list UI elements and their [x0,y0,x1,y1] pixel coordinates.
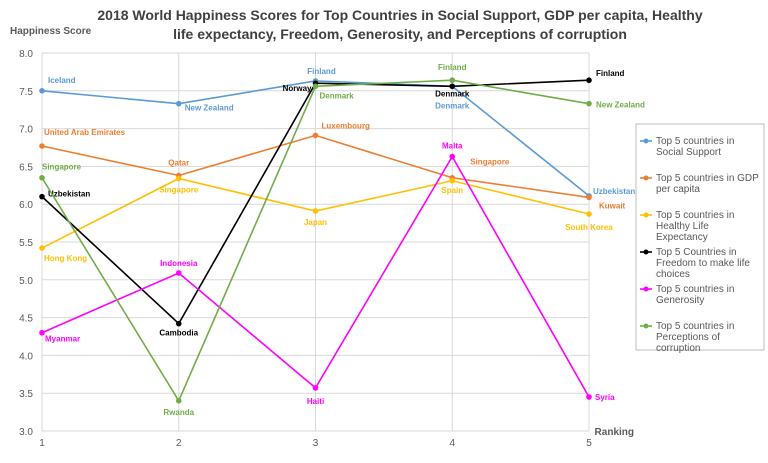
data-point [39,193,45,200]
x-tick-label: 1 [39,438,45,449]
data-point [175,320,182,327]
data-point [449,83,456,90]
data-label: Cambodia [159,329,198,338]
y-tick-label: 8.0 [19,49,33,60]
data-label: Rwanda [163,408,194,417]
data-label: Qatar [168,158,189,167]
data-point [175,270,182,276]
x-axis-label: Ranking [595,427,634,438]
x-tick-label: 4 [449,438,455,449]
data-point [586,77,592,84]
data-label: Denmark [435,89,470,98]
y-tick-label: 5.5 [19,238,33,249]
data-point [39,329,45,336]
legend-marker [643,138,649,144]
y-tick-label: 6.5 [19,162,33,173]
y-tick-label: 4.0 [19,351,33,362]
data-point [449,153,456,160]
data-label: Denmark [435,101,470,110]
y-tick-label: 3.0 [19,427,33,438]
data-label: Singapore [470,158,510,167]
data-point [39,245,45,251]
data-label: Norway [283,84,312,93]
data-label: United Arab Emirates [44,128,126,137]
data-point [39,88,45,94]
x-tick-label: 5 [586,438,592,449]
data-label: Japan [304,218,327,227]
y-tick-label: 7.5 [19,87,33,98]
data-label: Hong Kong [44,254,87,263]
data-point [312,208,319,214]
data-point [39,143,45,149]
data-label: Finland [596,69,625,78]
legend-entry: Top 5 countries in Perceptions of corrupti… [656,321,734,354]
legend [635,123,765,351]
data-point [312,132,319,139]
legend-entry: Top 5 countries in Healthy Life Expectancy [656,210,734,243]
x-tick-label: 3 [313,438,319,449]
data-label: Malta [442,142,463,151]
data-label: Uzbekistan [48,190,90,199]
data-label: Spain [441,186,463,195]
data-point [175,397,182,404]
data-label: Uzbekistan [593,187,635,196]
y-tick-label: 4.5 [19,314,33,325]
data-label: Singapore [42,163,82,172]
data-label: Denmark [320,91,355,100]
data-point [175,175,182,182]
data-label: New Zealand [185,104,234,113]
data-label: Myanmar [45,335,80,344]
legend-entry: Top 5 countries in Social Support [656,136,734,158]
y-tick-label: 5.0 [19,276,33,287]
data-label: Haiti [307,397,324,406]
data-point [586,211,592,217]
y-tick-label: 6.0 [19,200,33,211]
y-tick-label: 7.0 [19,125,33,136]
data-point [175,100,182,107]
data-label: Syria [595,393,615,402]
data-point [39,174,45,181]
legend-entry: Top 5 countries in GDP per capita [656,173,759,195]
data-label: New Zealand [596,101,645,110]
y-axis-label: Happiness Score [10,26,92,37]
data-point [586,100,592,107]
legend-entry: Top 5 countries in Generosity [656,284,734,306]
legend-marker [643,249,649,255]
data-point [312,83,319,90]
data-point [312,385,319,391]
data-label: Finland [307,67,336,76]
data-point [449,77,456,84]
legend-marker [643,323,649,329]
data-label: South Korea [565,223,613,232]
data-point [586,394,592,400]
x-tick-label: 2 [176,438,182,449]
data-label: Iceland [48,76,76,85]
data-label: Singapore [159,185,199,194]
legend-marker [643,175,649,181]
data-label: Luxembourg [322,121,371,130]
legend-marker [643,286,649,292]
y-tick-label: 3.5 [19,389,33,400]
data-label: Finland [438,63,467,72]
legend-marker [643,212,649,218]
data-point [449,177,456,184]
data-label: Kuwait [599,201,626,210]
data-label: Indonesia [160,259,198,268]
chart-title: 2018 World Happiness Scores for Top Coun… [97,7,703,42]
data-point [586,194,592,201]
legend-entry: Top 5 Countries in Freedom to make life ch… [656,247,750,280]
